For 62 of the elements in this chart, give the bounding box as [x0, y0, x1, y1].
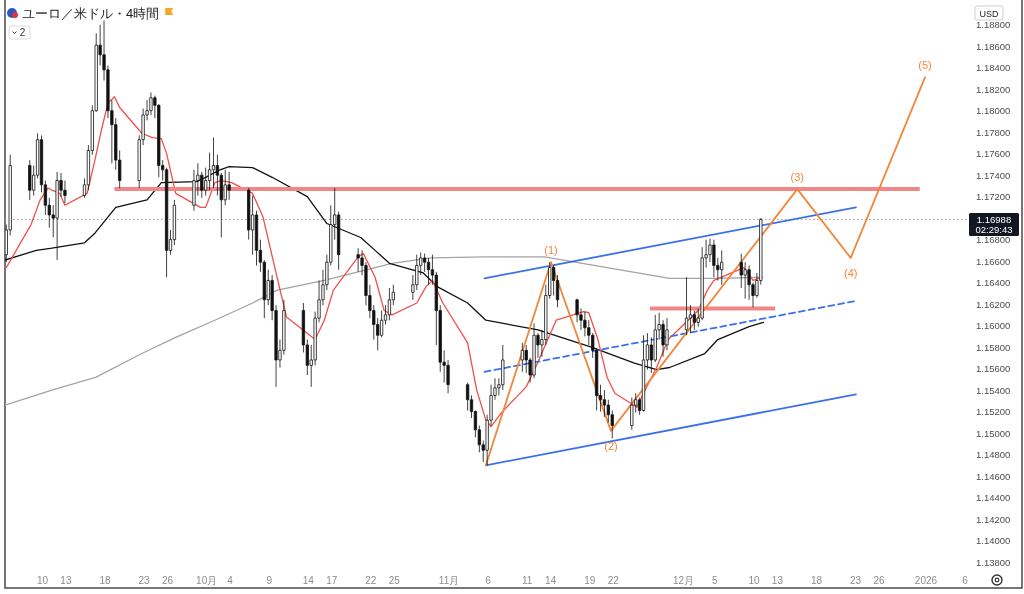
y-tick-label: 1.16000: [976, 320, 1011, 332]
x-tick-label: 18: [99, 574, 112, 586]
x-tick-label: 19: [584, 574, 596, 586]
x-tick-label: 4: [227, 574, 234, 586]
x-tick-label: 23: [850, 574, 862, 586]
y-tick-label: 1.16400: [976, 277, 1011, 289]
y-tick-label: 1.14800: [976, 449, 1011, 461]
annotation: (1): [544, 244, 558, 257]
y-tick-label: 1.17200: [976, 191, 1011, 203]
annotation: (4): [843, 266, 858, 279]
y-axis-title: USD: [979, 8, 999, 19]
y-tick-label: 1.13800: [976, 556, 1011, 568]
y-tick-label: 1.15800: [976, 341, 1011, 353]
y-tick-label: 1.17800: [976, 126, 1011, 138]
x-tick-label: 2026: [914, 574, 938, 586]
x-tick-label: 10月: [196, 574, 218, 586]
y-tick-label: 1.17600: [976, 148, 1011, 160]
x-tick-label: 6: [485, 574, 492, 586]
y-tick-label: 1.14000: [976, 535, 1011, 547]
y-tick-label: 1.18800: [976, 19, 1011, 31]
y-tick-label: 1.15400: [976, 384, 1011, 396]
price-label: 1.16988 02:29:43: [969, 212, 1019, 236]
y-tick-label: 1.16800: [976, 234, 1011, 246]
x-tick-label: 23: [138, 574, 151, 586]
y-tick-label: 1.15200: [976, 406, 1011, 418]
x-tick-label: 26: [873, 574, 886, 586]
y-tick-label: 1.18000: [976, 105, 1011, 117]
annotation: (2): [604, 439, 618, 452]
y-tick-label: 1.18600: [976, 40, 1011, 52]
ref-line-label: 1.16988 02:29:43: [975, 213, 1013, 235]
y-tick-label: 1.16200: [976, 298, 1011, 310]
x-tick-label: 22: [607, 574, 620, 586]
y-tick-label: 1.14200: [976, 513, 1011, 525]
y-tick-label: 1.15000: [976, 427, 1011, 439]
y-tick-label: 1.14600: [976, 470, 1011, 482]
x-tick-label: 13: [771, 574, 784, 586]
x-tick-label: 17: [326, 574, 338, 586]
annotation: (3): [790, 171, 805, 184]
x-tick-label: 11月: [438, 574, 460, 586]
x-tick-label: 9: [266, 574, 273, 586]
x-tick-label: 5: [712, 574, 719, 586]
x-tick-label: 10: [36, 574, 49, 586]
x-tick-label: 14: [545, 574, 557, 586]
y-tick-label: 1.17400: [976, 169, 1011, 181]
x-tick-label: 26: [162, 574, 174, 586]
annotation: 2: [19, 27, 26, 39]
y-tick-label: 1.18200: [976, 83, 1011, 95]
y-tick-label: 1.18400: [976, 62, 1011, 74]
x-tick-label: 11: [522, 574, 533, 586]
y-tick-label: 1.14400: [976, 492, 1011, 504]
chart-title: ユーロ／米ドル・4時間: [22, 5, 160, 21]
x-tick-label: 10: [748, 574, 760, 586]
x-tick-label: 18: [810, 574, 823, 586]
annotation: (5): [918, 59, 932, 72]
x-tick-label: 22: [365, 574, 377, 586]
x-tick-label: 25: [388, 574, 401, 586]
x-tick-label: 12月: [673, 574, 695, 586]
y-tick-label: 1.15600: [976, 363, 1011, 375]
x-tick-label: 6: [962, 574, 969, 586]
y-tick-label: 1.16600: [976, 255, 1011, 267]
x-tick-label: 13: [60, 574, 72, 586]
x-tick-label: 14: [302, 574, 315, 586]
